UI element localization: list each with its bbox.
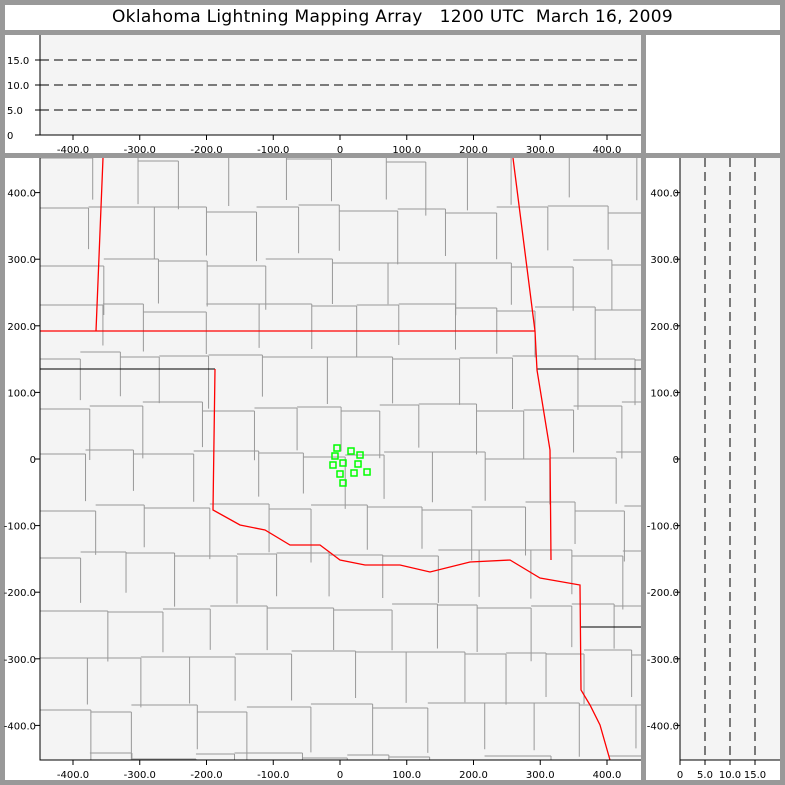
x-tick-label: 5.0 xyxy=(697,770,713,781)
x-tick-label: 100.0 xyxy=(392,770,421,781)
x-tick-label: 400.0 xyxy=(593,770,622,781)
x-tick-label: 0 xyxy=(677,770,683,781)
x-tick-label: -200.0 xyxy=(190,145,222,156)
y-tick-label: -100.0 xyxy=(647,522,679,533)
y-tick-label: 100.0 xyxy=(7,388,36,399)
y-tick-label: 0 xyxy=(7,131,13,142)
lightning-source-point xyxy=(339,459,347,467)
plot-title: Oklahoma Lightning Mapping Array 1200 UT… xyxy=(112,7,673,27)
y-tick-label: -400.0 xyxy=(4,721,36,732)
x-tick-label: 10.0 xyxy=(719,770,741,781)
y-tick-label: 5.0 xyxy=(7,106,23,117)
y-tick-label: 100.0 xyxy=(650,388,679,399)
y-tick-label: 0 xyxy=(30,455,36,466)
y-tick-label: -200.0 xyxy=(4,588,36,599)
x-tick-label: 100.0 xyxy=(392,145,421,156)
y-tick-label: 0 xyxy=(673,455,679,466)
empty-corner-panel xyxy=(646,35,780,153)
plan-axes xyxy=(39,158,641,761)
county-map xyxy=(40,158,641,760)
y-tick-label: -300.0 xyxy=(4,655,36,666)
title-bar: Oklahoma Lightning Mapping Array 1200 UT… xyxy=(5,5,780,30)
x-tick-label: 400.0 xyxy=(593,145,622,156)
y-tick-label: 400.0 xyxy=(7,189,36,200)
y-tick-label: -300.0 xyxy=(647,655,679,666)
plan-plot-area xyxy=(40,158,641,760)
x-tick-label: -400.0 xyxy=(57,770,89,781)
y-tick-label: 15.0 xyxy=(7,56,29,67)
x-tick-label: 300.0 xyxy=(526,145,555,156)
x-tick-label: 15.0 xyxy=(744,770,766,781)
x-tick-label: 0 xyxy=(337,770,343,781)
y-tick-label: -100.0 xyxy=(4,522,36,533)
x-tick-label: -400.0 xyxy=(57,145,89,156)
lightning-source-point xyxy=(331,452,339,460)
state-border-red xyxy=(40,158,611,760)
x-tick-label: 0 xyxy=(337,145,343,156)
lightning-source-point xyxy=(354,460,362,468)
x-tick-label: 200.0 xyxy=(459,145,488,156)
lightning-source-point xyxy=(363,468,371,476)
y-tick-label: 200.0 xyxy=(650,322,679,333)
y-tick-label: -200.0 xyxy=(647,588,679,599)
lightning-source-point xyxy=(339,479,347,487)
y-tick-label: 200.0 xyxy=(7,322,36,333)
y-tick-label: -400.0 xyxy=(647,721,679,732)
x-tick-label: 300.0 xyxy=(526,770,555,781)
county-lines xyxy=(40,158,641,760)
lightning-source-point xyxy=(336,470,344,478)
y-tick-label: 300.0 xyxy=(650,255,679,266)
lightning-source-point xyxy=(329,461,337,469)
lightning-source-point xyxy=(347,447,355,455)
y-tick-label: 300.0 xyxy=(7,255,36,266)
x-tick-label: 200.0 xyxy=(459,770,488,781)
state-border-black xyxy=(40,368,641,628)
lightning-source-point xyxy=(356,451,364,459)
y-tick-label: 10.0 xyxy=(7,81,29,92)
lightning-source-point xyxy=(333,444,341,452)
x-tick-label: -200.0 xyxy=(190,770,222,781)
x-tick-label: -100.0 xyxy=(257,770,289,781)
x-tick-label: -300.0 xyxy=(124,770,156,781)
x-tick-label: -300.0 xyxy=(124,145,156,156)
lightning-source-point xyxy=(350,469,358,477)
x-tick-label: -100.0 xyxy=(257,145,289,156)
y-tick-label: 400.0 xyxy=(650,189,679,200)
